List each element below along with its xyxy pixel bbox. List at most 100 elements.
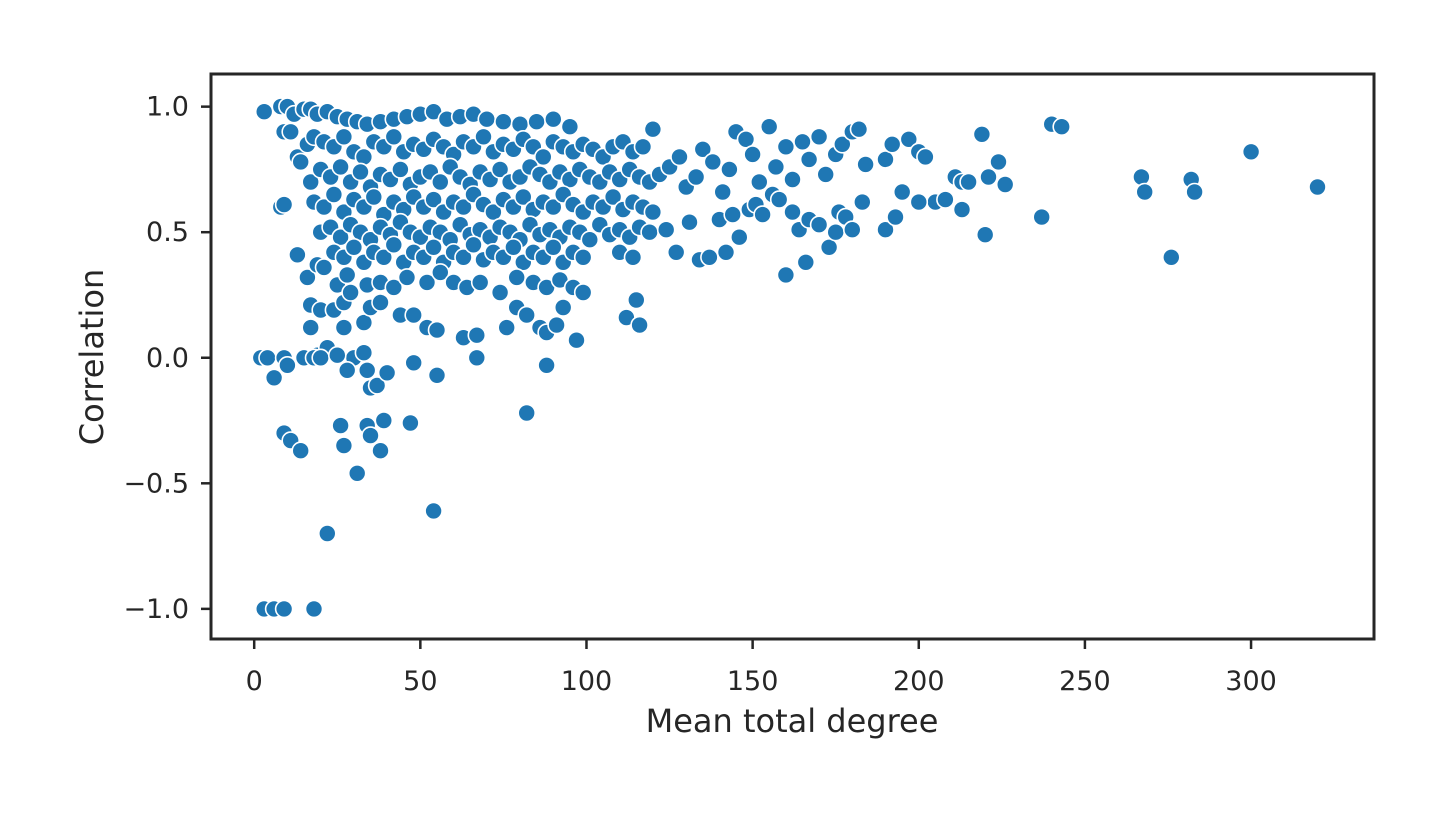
data-point [351,162,370,182]
data-point [291,441,311,461]
data-point [291,152,311,172]
data-point [404,353,424,373]
y-axis-ticks: 1.0 0.5 0.0 −0.5 −1.0 [123,92,211,625]
data-point [716,243,736,262]
data-point [427,365,447,385]
data-point [796,252,816,272]
data-point [384,278,404,297]
data-point [989,152,1008,172]
data-point [357,360,377,380]
x-tick-label: 200 [893,666,945,697]
data-point [1185,182,1204,202]
data-point [430,172,450,192]
data-point [972,125,992,144]
data-point [826,222,846,242]
data-point [430,263,450,282]
data-point [633,137,653,157]
data-point [776,137,796,157]
data-point [527,112,546,131]
data-point [467,348,487,368]
data-point [916,147,935,167]
data-point [464,235,483,255]
data-point [454,247,473,267]
data-point [517,305,537,325]
data-point [537,355,556,375]
data-point [371,293,390,312]
data-point [278,355,297,375]
data-point [743,145,762,164]
data-point [490,283,510,302]
data-point [852,192,872,212]
data-point [975,225,995,244]
data-point [816,165,836,184]
data-point [766,157,786,177]
data-point [401,413,420,433]
data-point [1135,182,1154,202]
x-tick-label: 300 [1225,666,1277,697]
data-point [959,172,978,192]
data-point [497,318,517,337]
data-point [334,436,354,455]
data-point [573,247,593,267]
data-point [331,227,350,247]
data-point [470,273,490,292]
data-point [832,135,852,154]
data-point [354,343,374,363]
data-point [1132,167,1151,187]
data-point [507,268,527,287]
data-point [513,187,533,207]
data-point [1241,142,1261,162]
data-point [490,160,510,179]
data-point [341,283,360,302]
data-point [703,152,723,172]
data-point [327,345,347,365]
data-point [344,238,364,257]
data-point [643,119,663,139]
data-point [979,167,998,187]
data-point [347,463,367,483]
data-point [793,132,812,152]
y-tick-label: −1.0 [123,594,189,625]
data-point [809,127,829,147]
data-point [809,215,829,234]
x-tick-label: 100 [561,666,613,697]
data-point [354,313,374,332]
x-axis-ticks: 0 50 100 150 200 250 300 [246,639,1277,697]
data-point [700,247,719,267]
data-point [776,265,796,285]
data-point [334,318,354,337]
data-point [477,109,497,129]
data-point [304,599,324,619]
data-point [404,305,424,325]
data-point [298,268,317,287]
data-point [533,147,553,167]
data-point [427,320,447,340]
data-point [1162,247,1181,267]
data-point [254,102,274,121]
data-point [1308,177,1327,197]
data-point [264,368,284,388]
data-point [331,157,350,177]
data-point [258,348,277,368]
data-point [314,197,334,217]
data-point [656,220,676,239]
data-point [666,243,686,262]
data-point [354,147,374,167]
data-point [364,187,384,207]
data-point [753,205,772,224]
data-point [367,376,387,395]
data-point [626,290,646,310]
data-point [510,114,530,134]
data-point [484,202,503,222]
data-point [936,190,955,209]
data-point [543,109,563,129]
data-point [377,363,397,383]
data-point [876,220,895,239]
data-point [467,325,487,345]
data-point [630,315,649,335]
data-point [680,212,699,232]
data-point [729,227,749,247]
data-point [567,330,586,350]
data-point [504,238,523,257]
data-point [819,238,839,257]
